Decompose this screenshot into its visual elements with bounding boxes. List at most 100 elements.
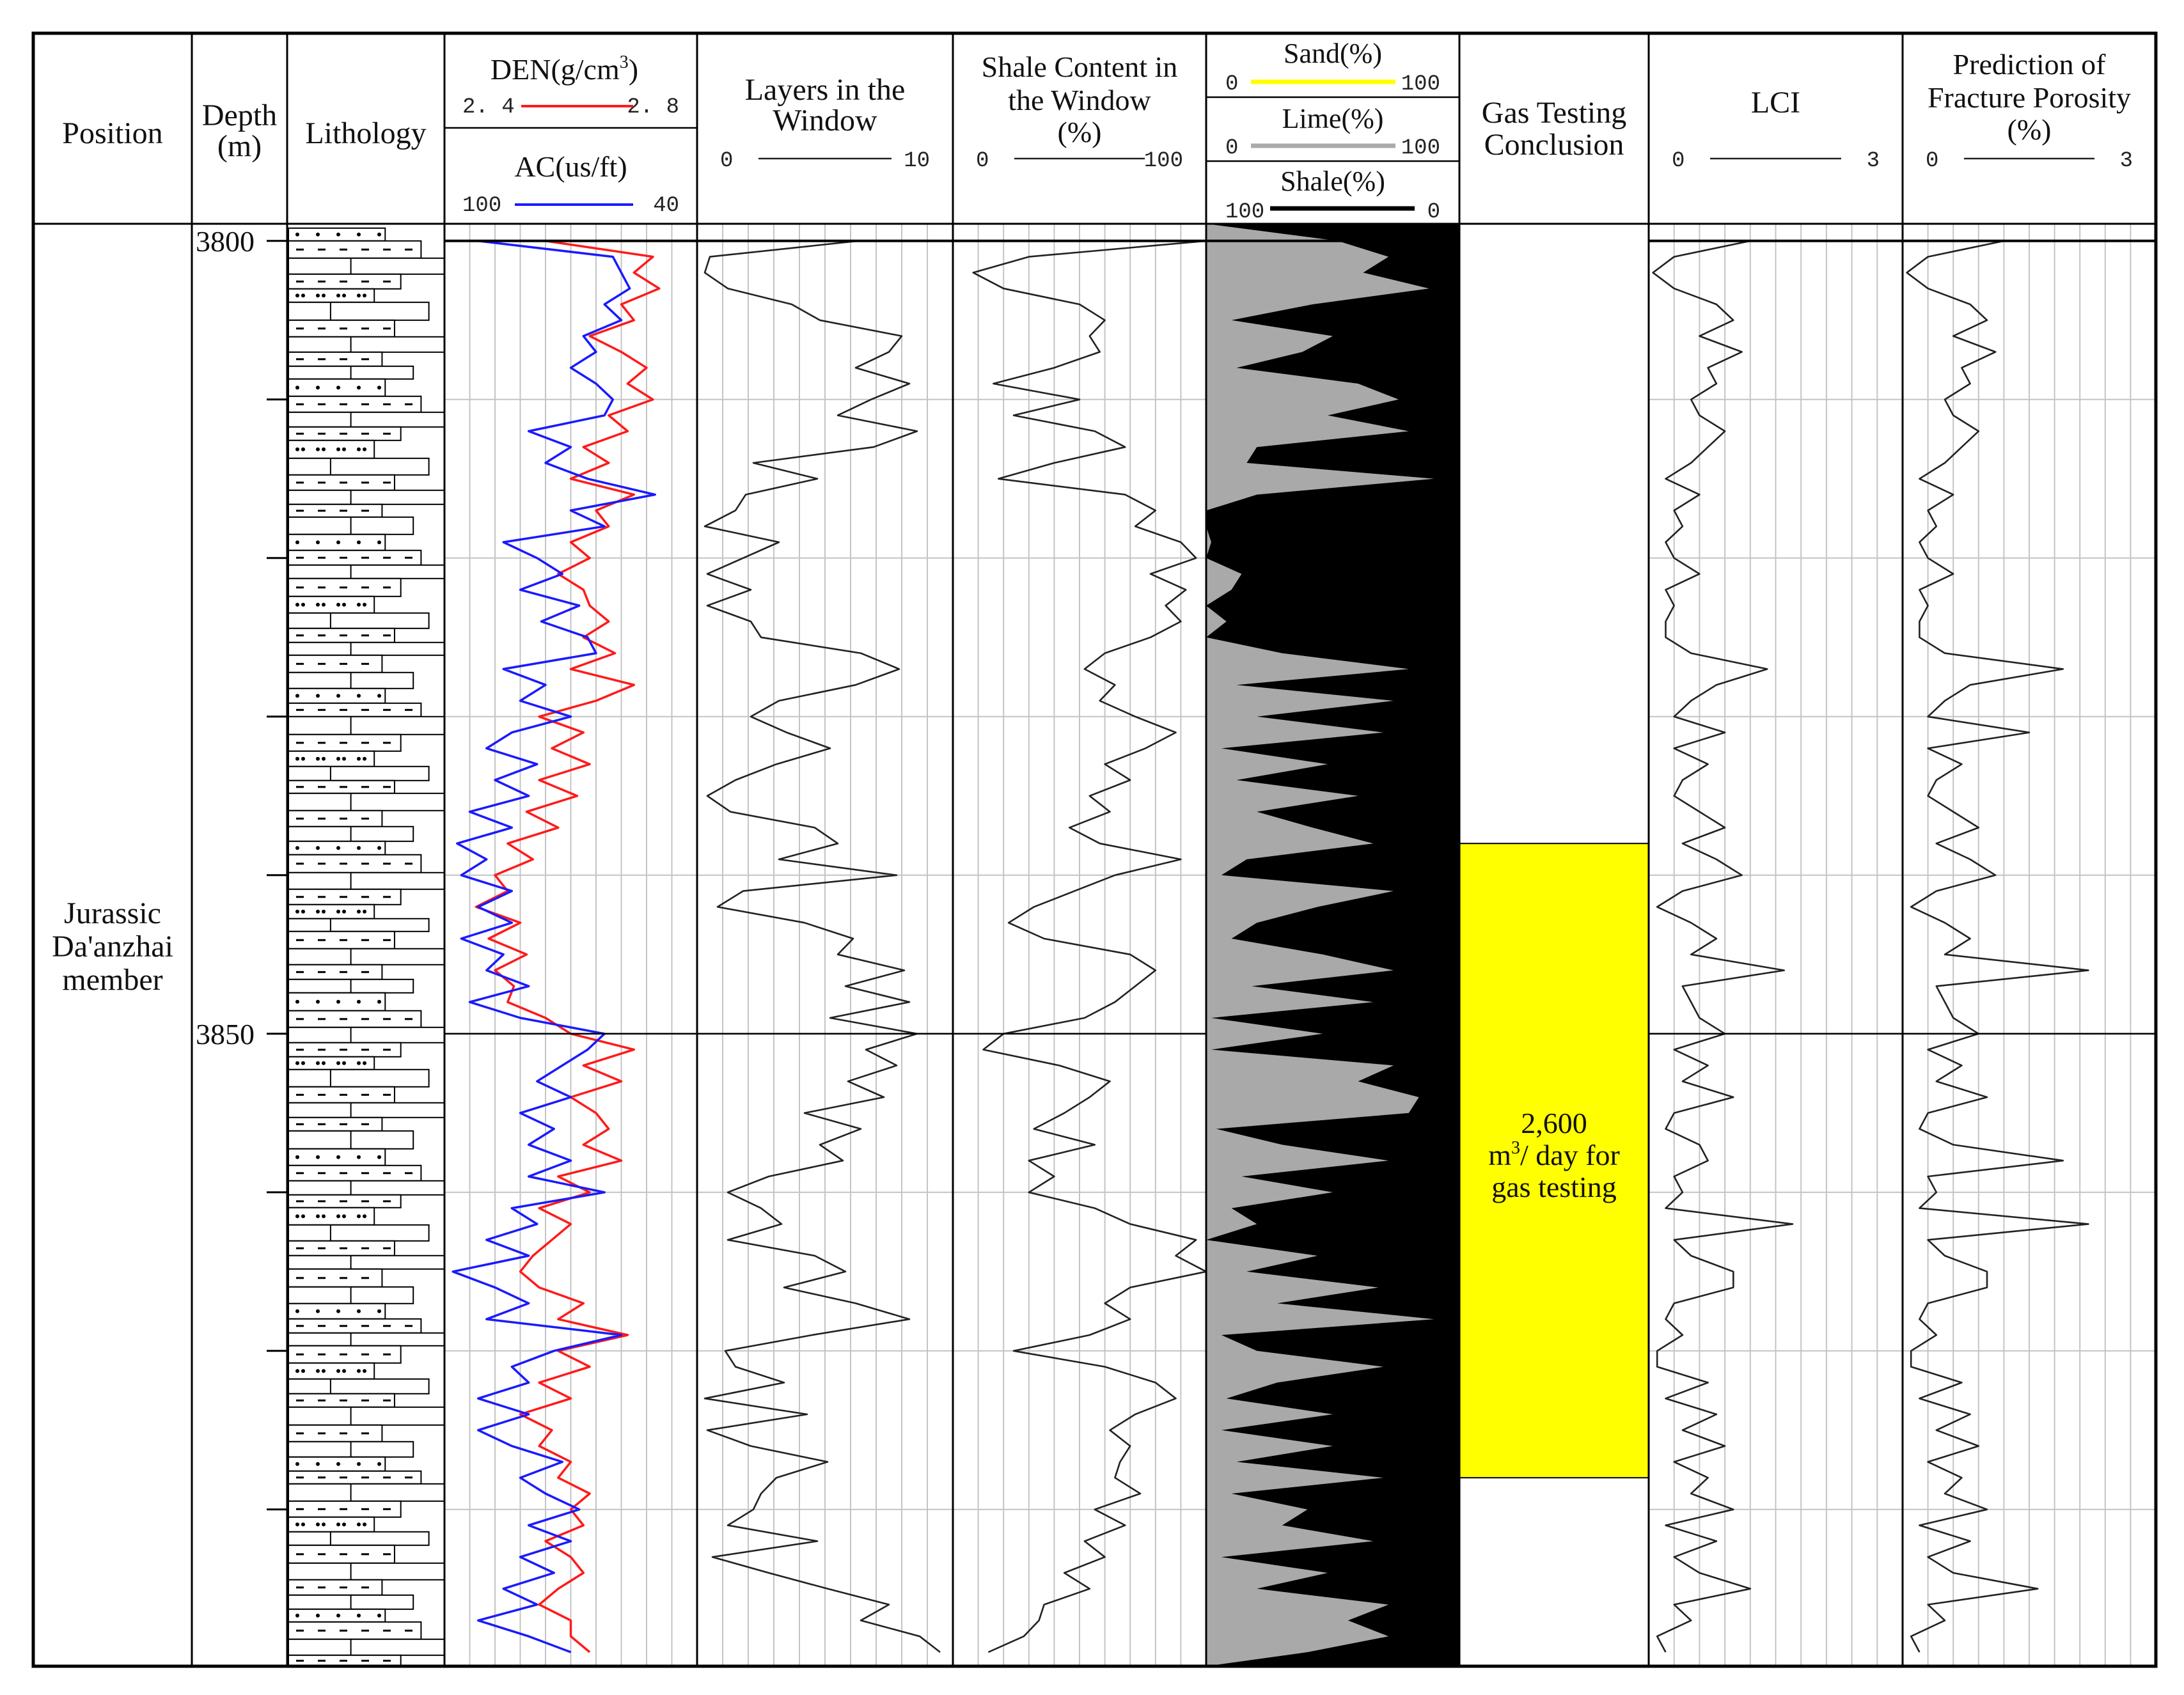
layers-curve <box>703 240 941 1653</box>
den-curve <box>475 240 661 1653</box>
sand-dot <box>316 447 320 451</box>
depth-tick-label: 3850 <box>196 1018 255 1051</box>
sand-dot <box>301 602 305 607</box>
sand-dot <box>295 1214 299 1219</box>
sand-dot <box>295 602 299 607</box>
sand-dot <box>316 694 320 698</box>
sand-dot <box>357 540 361 545</box>
ac-min: 100 <box>462 194 501 218</box>
sand-dot <box>336 694 340 698</box>
gas-testing-interval <box>1459 843 1649 1479</box>
sand-dot <box>342 1369 346 1373</box>
sand-dot <box>322 909 326 914</box>
lithology-bed <box>288 1470 422 1485</box>
sand-dot <box>322 293 326 298</box>
sand-dot <box>295 999 299 1004</box>
sand-dot <box>295 386 299 390</box>
ac-label: AC(us/ft) <box>514 150 627 183</box>
sand-dot <box>336 1309 340 1313</box>
lithology-bed <box>288 918 430 932</box>
lithology-bed <box>288 871 445 890</box>
lithology-bed <box>288 1531 430 1546</box>
lithology-bed <box>288 1638 445 1656</box>
lithology-bed <box>288 1318 422 1334</box>
sand-dot <box>357 1309 361 1313</box>
shale-content-header: (%) <box>1058 116 1102 148</box>
fracture-header: Fracture Porosity <box>1928 81 2131 114</box>
sand-dot <box>295 1522 299 1527</box>
lithology-bed <box>288 809 383 827</box>
sand-dot <box>363 1522 366 1527</box>
lithology-bed <box>288 1562 445 1581</box>
lithology-bed <box>288 257 445 275</box>
lithology-bed <box>288 1224 430 1242</box>
sand-dot <box>363 602 366 607</box>
sand-dot <box>336 232 340 237</box>
sand-dot <box>377 386 381 390</box>
lithology-bed <box>288 564 445 579</box>
lithology-bed <box>288 1102 445 1118</box>
sand-dot <box>342 447 346 451</box>
sand-dot <box>316 1613 320 1618</box>
sand-dot <box>342 1061 346 1065</box>
sand-dot <box>301 1061 305 1065</box>
sand-dot <box>377 694 381 698</box>
gas-result-sup: 3 <box>1511 1138 1520 1158</box>
ac-max: 40 <box>653 194 679 218</box>
sand-dot <box>342 909 346 914</box>
sand-dot <box>336 999 340 1004</box>
lithology-bed <box>288 715 445 735</box>
lci-header: LCI <box>1751 86 1800 120</box>
sand-dot <box>377 540 381 545</box>
ac-curve <box>452 240 656 1653</box>
sand-dot <box>316 999 320 1004</box>
lithology-bed <box>288 336 445 353</box>
lithology-column <box>288 227 445 1668</box>
sand-dot <box>295 293 299 298</box>
lithology-bed <box>288 792 445 811</box>
sand-dot <box>357 756 361 761</box>
sand-dot <box>357 1462 361 1466</box>
layers-scale-max: 10 <box>904 149 930 173</box>
sand-dot <box>316 846 320 850</box>
lithology-bed <box>288 641 445 656</box>
position-value: Jurassic <box>64 896 161 930</box>
sand-dot <box>357 293 361 298</box>
lithology-bed <box>288 411 445 428</box>
lithology-bed <box>288 1010 422 1028</box>
lithology-bed <box>288 395 422 413</box>
sand-dot <box>363 1214 366 1219</box>
frame <box>31 31 2158 1668</box>
sand-dot <box>322 1369 326 1373</box>
sand-dot <box>336 1522 340 1527</box>
lithology-bed <box>288 489 445 505</box>
sand-dot <box>316 756 320 761</box>
sand-dot <box>322 756 326 761</box>
gas-result: 2,600 <box>1521 1107 1587 1139</box>
den-unit-sup: 3 <box>620 52 629 72</box>
sand-dot <box>357 1155 361 1159</box>
sand-dot <box>336 293 340 298</box>
fracture-header: (%) <box>2007 113 2052 146</box>
sand-dot <box>316 1462 320 1466</box>
sand-dot <box>377 1309 381 1313</box>
lithology-bed <box>288 1254 445 1270</box>
sand-dot <box>301 909 305 914</box>
lithology-bed <box>288 1068 430 1088</box>
sand-dot <box>316 1522 320 1527</box>
lci-scale-min: 0 <box>1672 149 1685 173</box>
sand-dot <box>295 846 299 850</box>
lithology-header: Lithology <box>305 116 426 150</box>
position-value: Da'anzhai <box>52 930 173 964</box>
sand-dot <box>357 1613 361 1618</box>
sand-dot <box>336 1369 340 1373</box>
sand-max: 100 <box>1401 72 1440 97</box>
sand-dot <box>336 756 340 761</box>
sand-dot <box>322 447 326 451</box>
sand-dot <box>316 1155 320 1159</box>
lithology-bed <box>288 1378 430 1394</box>
lithology-bed <box>288 765 430 781</box>
sand-dot <box>301 293 305 298</box>
gas-testing-header: Conclusion <box>1484 128 1624 162</box>
